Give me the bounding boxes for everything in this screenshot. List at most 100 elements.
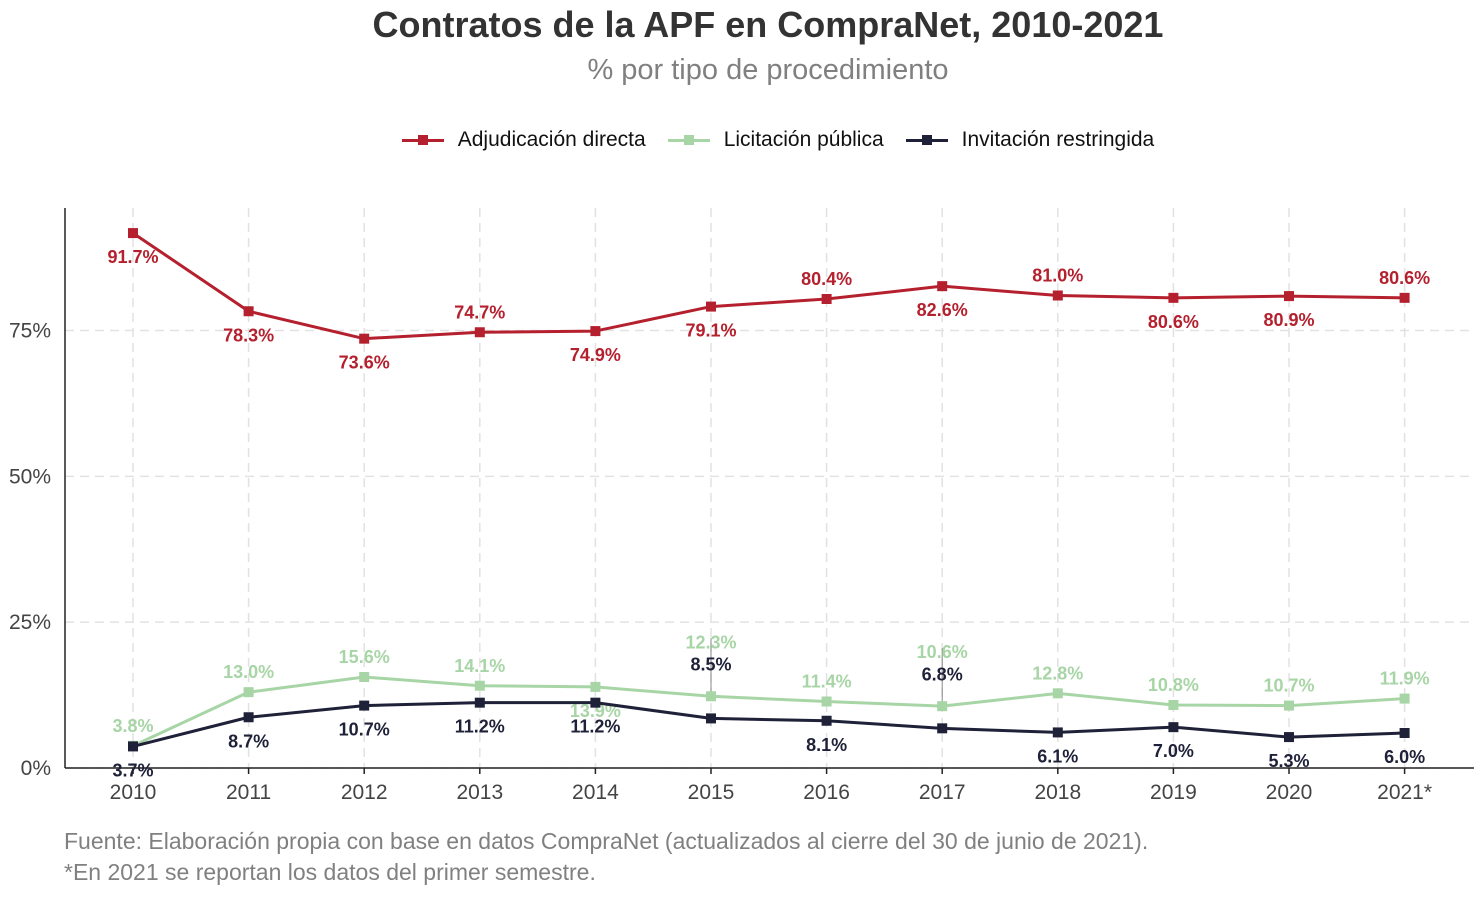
data-label: 8.1% <box>806 735 847 755</box>
series-line <box>132 675 1405 748</box>
y-tick-label: 75% <box>9 320 51 343</box>
x-tick-label: 2019 <box>1150 781 1197 804</box>
data-label: 79.1% <box>685 321 736 341</box>
chart-title: Contratos de la APF en CompraNet, 2010-2… <box>372 4 1164 45</box>
x-tick-label: 2016 <box>803 781 850 804</box>
data-point <box>1052 688 1063 699</box>
legend: Adjudicación directa Licitación pública … <box>0 128 1484 152</box>
data-point <box>359 700 370 711</box>
legend-key-adjudicacion <box>401 129 444 151</box>
data-label: 3.8% <box>112 716 153 736</box>
data-point <box>1168 722 1179 733</box>
legend-label-licitacion: Licitación pública <box>723 128 884 151</box>
data-label: 11.9% <box>1380 669 1430 689</box>
data-point <box>821 715 832 726</box>
data-label: 74.7% <box>454 302 505 322</box>
data-label: 6.0% <box>1384 747 1425 767</box>
series-line <box>132 701 1405 748</box>
caption: Fuente: Elaboración propia con base en d… <box>64 826 1148 888</box>
data-point <box>706 691 716 702</box>
legend-key-invitacion <box>905 129 948 151</box>
data-label: 14.1% <box>454 656 505 676</box>
data-label: 80.6% <box>1148 312 1199 332</box>
x-tick-label: 2010 <box>110 781 157 804</box>
data-label: 8.7% <box>228 731 269 751</box>
data-label: 6.1% <box>1037 746 1078 766</box>
data-label: 11.2% <box>455 717 505 737</box>
y-tick-label: 0% <box>21 757 51 780</box>
y-tick-label: 25% <box>9 611 51 634</box>
data-point <box>128 741 138 752</box>
data-point <box>1284 732 1294 743</box>
data-point <box>821 696 832 707</box>
data-label: 12.8% <box>1032 663 1083 683</box>
data-label: 73.6% <box>339 353 390 373</box>
data-point <box>590 697 601 708</box>
data-point <box>1399 693 1410 704</box>
data-point <box>474 697 485 708</box>
data-point <box>243 687 254 698</box>
data-label: 81.0% <box>1032 266 1083 286</box>
data-point <box>1399 728 1410 738</box>
data-point <box>1284 291 1294 302</box>
data-point <box>128 228 138 239</box>
x-tick-label: 2011 <box>226 781 271 804</box>
data-label: 8.5% <box>690 654 731 674</box>
data-point <box>243 306 254 317</box>
data-point <box>243 712 254 723</box>
data-label: 15.6% <box>339 647 390 667</box>
data-label: 91.7% <box>107 247 158 267</box>
data-point <box>1052 727 1063 738</box>
caption-note: *En 2021 se reportan los datos del prime… <box>64 859 596 885</box>
data-label: 11.4% <box>802 672 852 692</box>
data-label: 13.0% <box>223 662 274 682</box>
data-label: 12.3% <box>685 632 736 652</box>
data-label: 10.7% <box>339 720 390 740</box>
x-tick-label: 2018 <box>1034 781 1081 804</box>
series-line <box>132 231 1405 341</box>
y-tick-label: 50% <box>9 465 51 488</box>
legend-item-adjudicacion: Adjudicación directa <box>401 128 646 152</box>
data-label: 80.6% <box>1379 268 1430 288</box>
data-label: 80.9% <box>1263 310 1314 330</box>
data-point <box>1168 292 1179 303</box>
data-point <box>359 672 370 682</box>
legend-label-invitacion: Invitación restringida <box>961 128 1155 151</box>
data-label: 7.0% <box>1153 741 1194 761</box>
data-point <box>1399 292 1410 303</box>
data-label: 78.3% <box>223 325 274 345</box>
data-point <box>1284 700 1294 711</box>
data-point <box>937 723 948 734</box>
x-tick-label: 2014 <box>572 781 619 804</box>
data-label: 10.8% <box>1148 675 1199 695</box>
data-label: 5.3% <box>1268 751 1309 771</box>
legend-label-adjudicacion: Adjudicación directa <box>457 128 646 151</box>
data-point <box>1168 700 1179 710</box>
x-tick-label: 2012 <box>341 781 388 804</box>
data-point <box>474 680 485 691</box>
legend-key-licitacion <box>667 129 710 151</box>
data-point <box>821 294 832 304</box>
data-label: 80.4% <box>801 269 852 289</box>
data-point <box>590 326 601 337</box>
data-label: 10.6% <box>917 642 968 662</box>
data-point <box>706 713 716 724</box>
data-label: 6.8% <box>922 664 963 684</box>
data-point <box>1052 290 1063 301</box>
data-label: 3.7% <box>112 760 153 780</box>
data-label: 11.2% <box>570 717 620 737</box>
data-label: 10.7% <box>1263 676 1314 696</box>
x-tick-label: 2017 <box>919 781 966 804</box>
data-point <box>937 701 948 712</box>
data-label: 82.6% <box>917 300 968 320</box>
caption-source: Fuente: Elaboración propia con base en d… <box>64 828 1149 854</box>
legend-item-invitacion: Invitación restringida <box>905 128 1155 152</box>
x-tick-label: 2021* <box>1377 781 1432 804</box>
data-point <box>359 333 370 344</box>
data-point <box>590 681 601 692</box>
x-tick-label: 2020 <box>1266 781 1313 804</box>
chart-subtitle: % por tipo de procedimiento <box>587 54 949 86</box>
x-tick-label: 2013 <box>456 781 503 804</box>
data-point <box>706 301 716 312</box>
